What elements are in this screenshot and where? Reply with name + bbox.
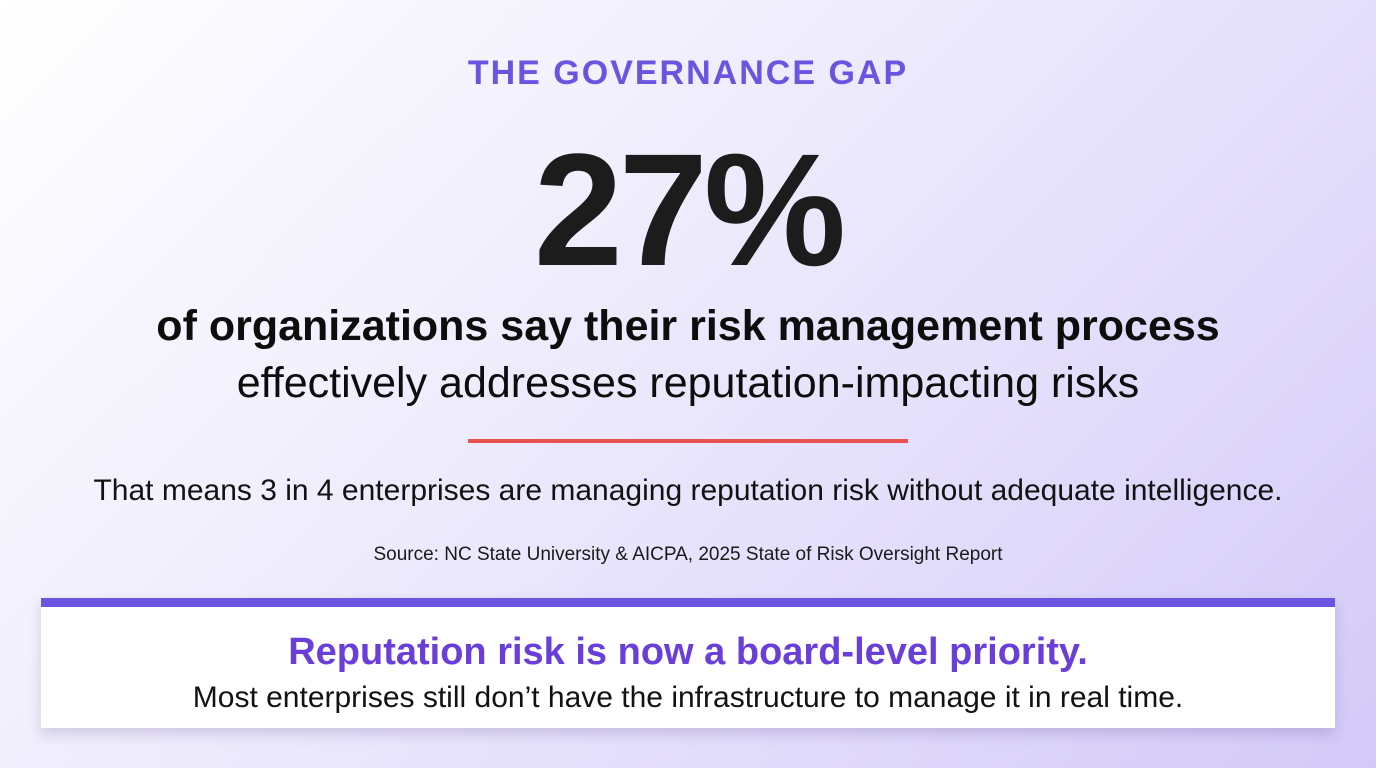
stat-headline-bold: of organizations say their risk manageme… (156, 302, 1220, 350)
callout-body: Most enterprises still don’t have the in… (192, 681, 1184, 714)
callout-title: Reputation risk is now a board-level pri… (288, 631, 1088, 673)
summary-text: That means 3 in 4 enterprises are managi… (93, 474, 1283, 507)
stat-value: 27% (533, 120, 846, 299)
accent-divider (468, 439, 908, 443)
stat-headline-regular: effectively addresses reputation-impacti… (236, 359, 1140, 407)
source-citation: Source: NC State University & AICPA, 202… (373, 544, 1003, 565)
callout-box: Reputation risk is now a board-level pri… (41, 598, 1335, 728)
section-eyebrow: THE GOVERNANCE GAP (467, 54, 909, 92)
